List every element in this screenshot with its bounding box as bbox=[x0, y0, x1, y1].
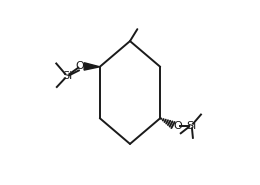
Text: O: O bbox=[76, 61, 84, 71]
Polygon shape bbox=[84, 63, 100, 70]
Text: O: O bbox=[174, 121, 183, 131]
Text: Si: Si bbox=[62, 71, 72, 81]
Text: Si: Si bbox=[186, 121, 197, 131]
